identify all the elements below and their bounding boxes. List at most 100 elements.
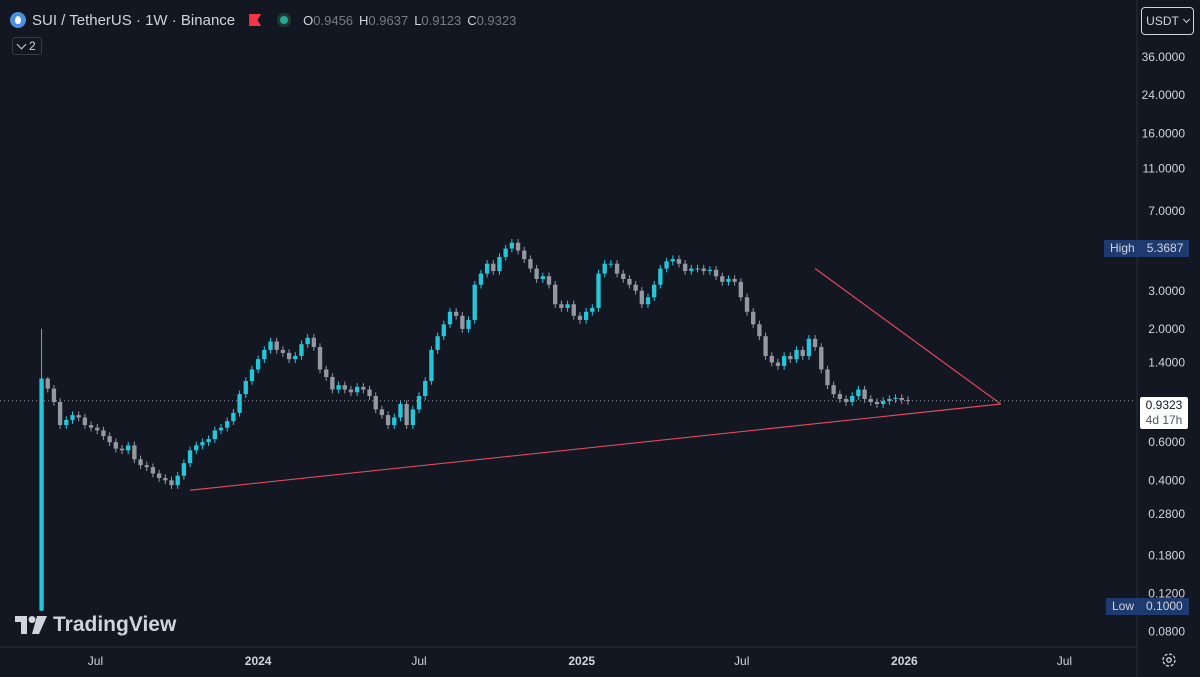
high-label: H	[359, 12, 369, 28]
candle-body	[132, 445, 137, 460]
candle-body	[249, 369, 255, 381]
candle-body	[317, 347, 323, 370]
symbol-title[interactable]: SUI / TetherUS · 1W · Binance	[32, 11, 236, 29]
candle-body	[602, 263, 607, 274]
candle-body	[286, 352, 292, 360]
candle-body	[472, 284, 477, 320]
trendline[interactable]	[814, 268, 1002, 405]
candle-body	[311, 337, 317, 348]
candle-body	[144, 465, 149, 468]
candle-body	[429, 349, 434, 381]
candlestick-series	[39, 239, 911, 611]
candle-body	[404, 404, 409, 426]
y-tick-label: 2.0000	[1148, 322, 1185, 336]
candle-body	[819, 347, 824, 370]
candle-body	[268, 341, 273, 350]
candle-body	[627, 278, 632, 285]
tradingview-logo-icon	[15, 616, 47, 634]
candle-body	[713, 269, 719, 277]
ohlc-values: O0.9456 H0.9637 L0.9123 C0.9323	[303, 13, 516, 28]
flag-icon[interactable]	[249, 14, 262, 26]
candle-body	[788, 355, 793, 360]
bar-countdown: 4d 17h	[1145, 413, 1183, 427]
candle-body	[156, 473, 162, 478]
currency-select[interactable]: USDT	[1141, 7, 1194, 35]
candle-body	[645, 297, 651, 305]
candle-body	[169, 480, 174, 486]
candle-body	[274, 341, 279, 350]
candle-body	[540, 276, 545, 279]
candle-body	[528, 259, 533, 269]
candle-body	[571, 304, 576, 316]
candle-body	[639, 290, 644, 305]
candle-body	[454, 311, 459, 316]
indicators-count: 2	[29, 39, 36, 53]
currency-select-value: USDT	[1146, 14, 1179, 28]
candle-body	[744, 297, 750, 312]
candle-body	[280, 349, 286, 353]
candle-body	[763, 336, 768, 356]
candle-body	[367, 389, 372, 397]
candle-body	[107, 436, 112, 443]
y-tick-label: 0.0800	[1148, 625, 1185, 639]
candle-body	[757, 324, 762, 337]
candle-body	[441, 324, 446, 337]
trendline[interactable]	[190, 403, 1001, 491]
candle-body	[200, 442, 205, 446]
candle-body	[726, 278, 731, 282]
y-tick-label: 16.0000	[1142, 126, 1186, 140]
candle-body	[868, 398, 873, 402]
candle-body	[707, 269, 713, 272]
candle-body	[416, 396, 422, 410]
x-tick-label: Jul	[734, 654, 749, 668]
candle-body	[181, 463, 187, 476]
candle-body	[119, 448, 125, 451]
candle-body	[862, 389, 867, 399]
tradingview-watermark[interactable]: TradingView	[15, 613, 176, 637]
candle-body	[546, 276, 552, 285]
close-value: 0.9323	[476, 12, 517, 28]
candle-body	[899, 397, 904, 400]
x-tick-label: 2024	[245, 654, 272, 668]
candle-body	[150, 467, 156, 474]
candle-body	[509, 242, 515, 249]
candle-body	[893, 397, 898, 399]
candle-body	[187, 450, 193, 464]
candle-body	[379, 409, 385, 416]
candle-body	[95, 427, 100, 431]
candle-body	[565, 304, 570, 308]
low-badge-label: Low	[1106, 598, 1141, 615]
candle-body	[608, 263, 614, 265]
candle-body	[342, 385, 347, 390]
y-tick-label: 0.6000	[1148, 435, 1185, 449]
candle-body	[769, 355, 774, 363]
candle-body	[676, 259, 682, 264]
market-status-icon[interactable]	[277, 13, 292, 27]
candle-body	[305, 337, 310, 345]
low-badge-value: 0.1000	[1140, 598, 1189, 615]
candle-body	[348, 389, 354, 393]
candle-body	[843, 398, 849, 402]
candle-body	[800, 349, 805, 356]
gear-icon[interactable]	[1161, 652, 1177, 668]
sui-logo-icon[interactable]	[10, 12, 26, 28]
candle-body	[831, 385, 836, 395]
candle-body	[88, 425, 94, 428]
candle-body	[126, 445, 131, 451]
candle-body	[695, 268, 700, 270]
candle-body	[64, 419, 69, 426]
candle-body	[373, 396, 378, 410]
high-badge-value: 5.3687	[1140, 240, 1190, 257]
indicators-toggle-button[interactable]: 2	[12, 37, 42, 55]
candle-body	[398, 404, 403, 418]
candle-body	[324, 369, 329, 377]
candle-body	[658, 268, 663, 285]
candle-body	[837, 394, 843, 399]
x-tick-label: Jul	[1057, 654, 1072, 668]
low-value: 0.9123	[421, 12, 462, 28]
candle-body	[39, 378, 44, 611]
low-label: L	[414, 12, 422, 28]
candle-body	[559, 304, 564, 308]
high-value: 0.9637	[368, 12, 409, 28]
